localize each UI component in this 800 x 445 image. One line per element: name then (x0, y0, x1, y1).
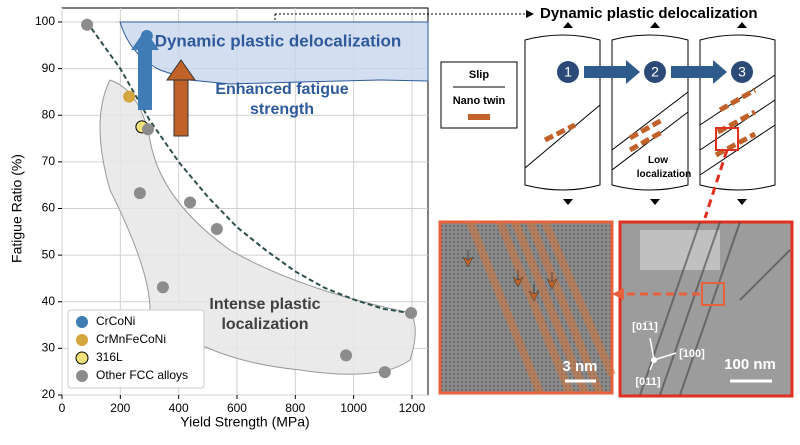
scale-label: 100 nm (724, 356, 776, 373)
blue-arrow (138, 48, 152, 110)
direction-label: [01̅1] (632, 321, 658, 333)
annotation: localization (221, 316, 308, 333)
legend-label: CrCoNi (96, 314, 135, 328)
blue-arrow-head (131, 30, 159, 50)
legend-label: CrMnFeCoNi (96, 332, 166, 346)
step-badge (557, 61, 579, 83)
point (378, 366, 391, 379)
pillar (699, 34, 776, 191)
twin-marker (462, 250, 558, 302)
x-tick-label: 800 (285, 401, 305, 415)
y-tick-label: 90 (42, 61, 56, 75)
point (81, 18, 94, 31)
x-tick-label: 1200 (399, 401, 426, 415)
annotation: Intense plastic (209, 296, 320, 313)
x-axis-label: Yield Strength (MPa) (180, 414, 309, 430)
zoom-box (701, 282, 725, 306)
slip-line (524, 104, 601, 169)
legend-swatch (76, 316, 88, 328)
point (123, 90, 136, 103)
y-tick-label: 20 (42, 387, 56, 401)
x-tick-label: 1000 (340, 401, 367, 415)
zoom-link (703, 149, 729, 219)
pillar (611, 34, 689, 191)
y-tick-label: 40 (42, 294, 56, 308)
legend-twin: Nano twin (453, 95, 506, 107)
legend-slip: Slip (469, 69, 489, 81)
heading: Dynamic plastic delocalization (540, 5, 758, 22)
point (142, 123, 155, 136)
zoom-link-head (612, 288, 624, 300)
orange-arrow (173, 77, 189, 137)
orange-arrow-head (166, 59, 196, 81)
twin (543, 122, 577, 143)
step-arrow (671, 60, 727, 84)
point (340, 349, 353, 362)
schematic: Slip Nano twin 1 2 3 Low localization (440, 22, 776, 219)
y-axis-label: Fatigue Ratio (%) (9, 154, 25, 263)
tem-texture (640, 230, 720, 270)
point (184, 196, 197, 209)
y-tick-label: 70 (42, 154, 56, 168)
step-arrow (584, 60, 640, 84)
twin-symbol (468, 114, 490, 120)
y-tick-label: 50 (42, 247, 56, 261)
fit-curve (85, 21, 413, 315)
point (133, 187, 146, 200)
slip-line (699, 99, 776, 151)
point (156, 281, 169, 294)
y-tick-label: 100 (35, 14, 55, 28)
point (210, 223, 223, 236)
x-tick-label: 0 (59, 401, 66, 415)
y-tick-label: 60 (42, 201, 56, 215)
pillar (524, 34, 601, 191)
direction-origin (651, 357, 657, 363)
step-badge (644, 61, 666, 83)
slip-line (611, 91, 689, 151)
legend-box (67, 309, 205, 389)
annotation: strength (250, 101, 314, 118)
step-label: 2 (651, 64, 659, 80)
localization-region (99, 79, 416, 375)
note: Low localization (637, 155, 691, 180)
legend-swatch (76, 370, 88, 382)
legend-label: Other FCC alloys (96, 368, 188, 382)
point (405, 306, 418, 319)
marks (81, 18, 418, 379)
step-label: 1 (564, 64, 572, 80)
annotation: Dynamic plastic delocalization (155, 31, 402, 50)
step-badge (731, 61, 753, 83)
tem-texture (639, 221, 791, 396)
annotation: Enhanced fatigue (215, 81, 348, 98)
y-tick-label: 30 (42, 341, 56, 355)
legend-swatch (75, 351, 89, 365)
x-tick-label: 600 (227, 401, 247, 415)
direction-label: [̅100] (679, 348, 705, 360)
delocalization-region (119, 21, 429, 85)
direction-label: [011] (635, 376, 660, 388)
legend-swatch (76, 334, 88, 346)
twin (628, 117, 664, 153)
step-label: 3 (738, 64, 746, 80)
x-tick-label: 200 (110, 401, 130, 415)
y-tick-label: 80 (42, 107, 56, 121)
x-tick-label: 400 (169, 401, 189, 415)
scale-label: 3 nm (562, 358, 597, 375)
legend-label: 316L (96, 350, 123, 364)
twin-band (466, 220, 616, 395)
tem-images: 3 nm [01̅1] [̅100] [011] 100 nm (438, 220, 794, 398)
